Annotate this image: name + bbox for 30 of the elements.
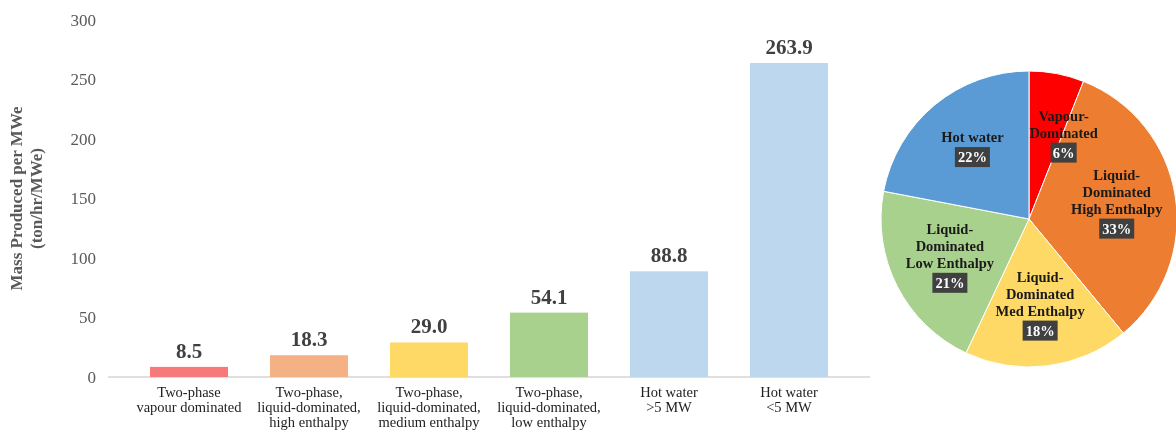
data-label: 29.0 bbox=[410, 314, 448, 339]
bar bbox=[630, 271, 708, 377]
bar bbox=[750, 62, 828, 377]
y-tick-label: 300 bbox=[70, 10, 96, 30]
slice-label: Liquid- Dominated Low Enthalpy bbox=[905, 220, 995, 271]
bar bbox=[150, 366, 228, 377]
y-tick-label: 50 bbox=[79, 308, 96, 328]
data-label: 263.9 bbox=[765, 34, 813, 59]
x-tick-label: Two-phase, liquid-dominated, high enthalpy bbox=[257, 384, 361, 430]
slice-label: Liquid- Dominated High Enthalpy bbox=[1070, 166, 1164, 217]
y-tick-label: 200 bbox=[70, 129, 96, 149]
y-axis-title: Mass Produced per MWe (ton/hr/MWe) bbox=[7, 106, 46, 291]
x-tick-label: Two-phase, liquid-dominated, medium enthalpy bbox=[377, 384, 481, 430]
x-tick-label: Two-phase, liquid-dominated, low enthalpy bbox=[497, 384, 601, 430]
y-tick-label: 250 bbox=[70, 70, 96, 90]
bar bbox=[270, 355, 348, 377]
y-tick-label: 150 bbox=[70, 189, 96, 209]
bar bbox=[390, 342, 468, 377]
x-tick-label: Hot water <5 MW bbox=[760, 384, 818, 415]
bar bbox=[510, 312, 588, 377]
slice-label: Liquid- Dominated Med Enthalpy bbox=[995, 268, 1086, 319]
data-label: 18.3 bbox=[290, 327, 328, 352]
slice-label: Hot water bbox=[941, 129, 1005, 146]
data-label: 54.1 bbox=[530, 284, 568, 309]
x-tick-label: Hot water >5 MW bbox=[640, 384, 698, 415]
y-tick-label: 100 bbox=[70, 248, 96, 268]
y-tick-label: 0 bbox=[87, 367, 96, 387]
data-label: 8.5 bbox=[175, 338, 203, 363]
data-label: 88.8 bbox=[650, 243, 688, 268]
x-tick-label: Two-phase vapour dominated bbox=[136, 384, 243, 415]
